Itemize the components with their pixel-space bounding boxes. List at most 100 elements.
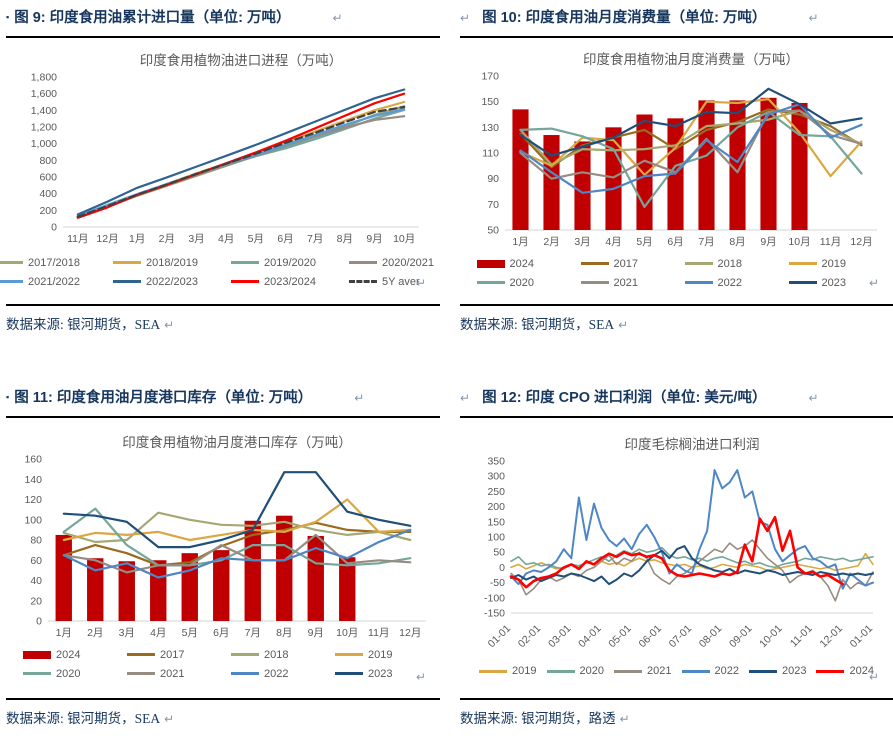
legend-label: 2020 <box>579 665 605 677</box>
bullet-square-icon: ▪ <box>6 392 10 402</box>
svg-text:600: 600 <box>39 171 57 183</box>
svg-text:2月: 2月 <box>543 236 559 248</box>
svg-text:4月: 4月 <box>605 236 621 248</box>
divider <box>6 416 440 418</box>
svg-text:400: 400 <box>39 188 57 200</box>
divider <box>6 304 440 306</box>
legend-label: 2023 <box>368 667 393 680</box>
figure-caption: ▪ 图 11: 印度食用油月度港口库存（单位: 万吨） ↵ <box>6 386 440 412</box>
imports-progress-line-chart: 印度食用植物油进口进程（万吨） 0 200 400 600 800 1,000 1,200 1,… <box>31 52 419 245</box>
panel-fig9: ▪ 图 9: 印度食用油累计进口量（单位: 万吨） ↵ 印度食用植物油进口进程（… <box>0 6 440 333</box>
legend-item: 2019 <box>335 649 423 661</box>
svg-text:90: 90 <box>487 173 499 185</box>
legend-label: 2024 <box>509 257 534 270</box>
source-row: 数据来源: 银河期货，SEA ↵ <box>460 313 893 333</box>
port-stocks-bar-chart: 印度食用植物油月度港口库存（万吨） 0 20 40 60 80 100 120 140 160 1月… <box>24 434 426 639</box>
chart-legend: 2019 2020 2021 2022 2023 2024 <box>479 665 874 677</box>
legend-label: 2017/2018 <box>28 256 80 269</box>
legend-item: 2018/2019 <box>113 257 215 269</box>
svg-text:50: 50 <box>487 224 499 236</box>
svg-text:10-01: 10-01 <box>757 623 785 651</box>
svg-text:200: 200 <box>39 204 57 216</box>
legend-label: 2021 <box>613 276 638 289</box>
data-source-text: 数据来源: 银河期货，SEA <box>460 317 615 332</box>
legend-item: 2021 <box>580 276 669 289</box>
svg-text:-100: -100 <box>483 592 504 604</box>
svg-text:01-01: 01-01 <box>485 623 513 651</box>
figure-caption: ▪ 图 9: 印度食用油累计进口量（单位: 万吨） ↵ <box>6 6 440 32</box>
paragraph-return-icon: ↵ <box>332 11 343 25</box>
svg-text:0: 0 <box>36 615 42 627</box>
divider <box>460 416 893 418</box>
data-source-text: 数据来源: 银河期货，SEA <box>6 317 161 332</box>
chart-area-fig9: 印度食用植物油进口进程（万吨） 0 200 400 600 800 1,000 1,200 1,… <box>0 38 440 300</box>
svg-text:10月: 10月 <box>336 627 358 639</box>
svg-text:12-01: 12-01 <box>817 623 845 651</box>
paragraph-return-icon: ↵ <box>415 276 426 290</box>
legend-swatch <box>0 280 23 283</box>
svg-text:120: 120 <box>24 494 42 506</box>
legend-label: 2017 <box>160 648 185 661</box>
svg-text:印度食用植物油月度港口库存（万吨）: 印度食用植物油月度港口库存（万吨） <box>122 434 352 450</box>
svg-text:1,800: 1,800 <box>31 71 57 83</box>
svg-text:160: 160 <box>24 453 42 465</box>
svg-text:印度食用植物油月度消费量（万吨）: 印度食用植物油月度消费量（万吨） <box>583 51 799 67</box>
legend-item: 2022 <box>684 277 773 289</box>
legend-swatch <box>349 280 377 283</box>
legend-item: 2018 <box>684 258 773 270</box>
data-source-text: 数据来源: 银河期货，SEA <box>6 711 161 726</box>
source-row: 数据来源: 银河期货，SEA ↵ <box>6 313 440 333</box>
legend-label: 2020/2021 <box>382 256 434 269</box>
paragraph-return-icon: ↵ <box>164 712 175 726</box>
svg-text:6月: 6月 <box>667 236 683 248</box>
legend-item: 5Y aver <box>349 276 451 288</box>
legend-label: 2021 <box>160 667 185 680</box>
svg-text:12月: 12月 <box>96 233 118 245</box>
monthly-consumption-bar-chart: 印度食用植物油月度消费量（万吨） 50 70 90 110 130 150 170 1月 2月 3月… <box>481 51 877 248</box>
legend-label: 2020 <box>509 276 534 289</box>
legend-item: 2022 <box>231 668 319 680</box>
paragraph-return-icon: ↵ <box>164 318 175 332</box>
legend-item: 2022 <box>681 665 739 677</box>
paragraph-return-icon: ↵ <box>808 11 819 25</box>
svg-text:9月: 9月 <box>308 627 324 639</box>
legend-item: 2023 <box>748 665 807 677</box>
legend-swatch <box>231 672 259 675</box>
legend-item: 2024 <box>23 649 111 661</box>
svg-text:80: 80 <box>30 534 42 546</box>
legend-swatch <box>681 669 710 673</box>
paragraph-return-icon: ↵ <box>460 11 471 25</box>
figure-caption: ↵ 图 10: 印度食用油月度消费量（单位: 万吨） ↵ <box>460 6 893 32</box>
svg-text:1,200: 1,200 <box>31 121 57 133</box>
paragraph-return-icon: ↵ <box>619 712 630 726</box>
svg-text:8月: 8月 <box>337 233 353 245</box>
svg-text:4月: 4月 <box>150 627 166 639</box>
legend-label: 2024 <box>56 648 81 661</box>
svg-text:8月: 8月 <box>276 627 292 639</box>
paragraph-return-icon: ↵ <box>415 670 426 684</box>
source-row: 数据来源: 银河期货，SEA ↵ <box>6 707 440 727</box>
legend-label: 2023 <box>781 665 807 677</box>
svg-text:200: 200 <box>487 501 505 513</box>
figure-title: 图 10: 印度食用油月度消费量（单位: 万吨） <box>482 10 767 26</box>
svg-text:40: 40 <box>30 575 42 587</box>
svg-text:-150: -150 <box>483 608 504 620</box>
legend-item: 2017 <box>127 649 215 661</box>
legend-label: 2023/2024 <box>264 275 316 288</box>
cpo-import-profit-line-chart: 印度毛棕榈油进口利润 -150 -100 -50 0 50 100 150 200 250 300 3… <box>483 437 874 651</box>
legend-swatch <box>684 262 713 265</box>
svg-text:3月: 3月 <box>188 233 204 245</box>
svg-text:5月: 5月 <box>248 233 264 245</box>
svg-text:7月: 7月 <box>698 236 714 248</box>
divider <box>460 698 893 700</box>
legend-item: 2022/2023 <box>113 276 215 288</box>
legend-item: 2017 <box>580 257 669 270</box>
source-row: 数据来源: 银河期货，路透 ↵ <box>460 707 893 727</box>
svg-text:9月: 9月 <box>366 233 382 245</box>
paragraph-return-icon: ↵ <box>808 391 819 405</box>
legend-label: 2022/2023 <box>146 275 198 288</box>
legend-swatch <box>335 672 363 675</box>
legend-label: 2024 <box>849 665 874 677</box>
legend-label: 2017 <box>613 257 638 270</box>
